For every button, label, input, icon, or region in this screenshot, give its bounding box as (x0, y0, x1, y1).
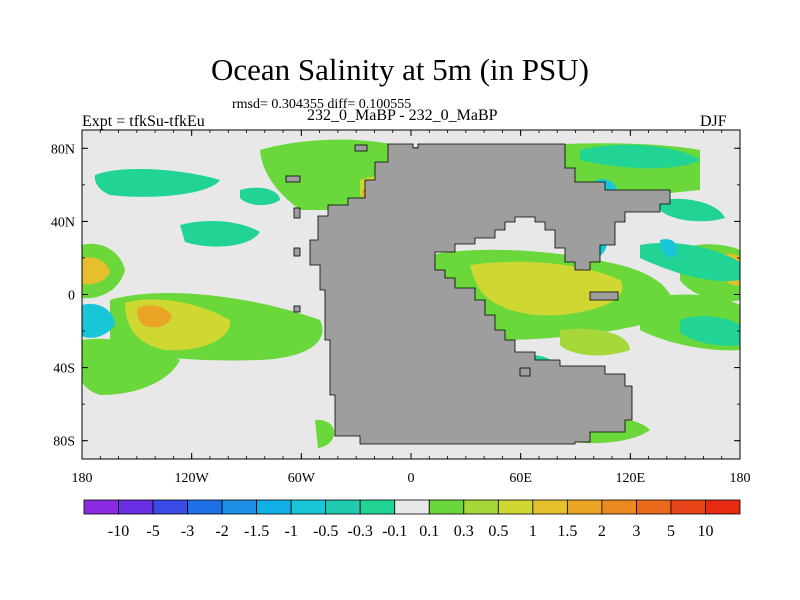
colorbar-label: -10 (108, 523, 129, 540)
chart-title: Ocean Salinity at 5m (in PSU) (211, 52, 589, 87)
colorbar-swatch (636, 499, 672, 515)
colorbar-swatch (670, 499, 706, 515)
colorbar-swatch (221, 499, 258, 515)
lat-tick-label: 0 (68, 289, 75, 304)
island-4 (285, 175, 301, 183)
colorbar-swatch (497, 499, 534, 515)
lon-tick-label: 180 (730, 471, 751, 486)
lon-tick-label: 60W (288, 471, 316, 486)
island-6 (519, 367, 531, 377)
latitude-axis: 80N 40N 0 40S 80S (51, 142, 740, 450)
colorbar-label: 0.3 (454, 523, 474, 540)
colorbar-label: 1.5 (557, 523, 577, 540)
colorbar-label: 5 (667, 523, 675, 540)
island-7 (354, 144, 368, 152)
colorbar-swatch (705, 499, 741, 515)
colorbar-swatch (118, 499, 154, 515)
colorbar-label: -0.5 (313, 523, 338, 540)
island-3 (293, 247, 301, 257)
colorbar-label: -1.5 (244, 523, 269, 540)
colorbar-swatch (359, 499, 396, 515)
island-2 (293, 207, 301, 219)
colorbar-label: 1 (529, 523, 537, 540)
lon-tick-label: 120E (616, 471, 646, 486)
colorbar-label: 2 (598, 523, 606, 540)
lat-tick-label: 80N (51, 142, 75, 157)
colorbar-label: 3 (632, 523, 640, 540)
colorbar-label: -1 (284, 523, 297, 540)
colorbar-swatch (463, 499, 499, 515)
lat-tick-label: 40N (51, 215, 75, 230)
colorbar-label: 0.5 (488, 523, 508, 540)
period-label: 232_0_MaBP - 232_0_MaBP (307, 107, 498, 124)
colorbar-swatch (428, 499, 465, 515)
colorbar: -10 -5 -3 -2 -1.5 -1 -0.5 -0.3 -0.1 0.1 0.3 0.5 1 1.5… (83, 499, 741, 540)
colorbar-swatch (152, 499, 188, 515)
colorbar-label: -3 (181, 523, 194, 540)
colorbar-label: 10 (697, 523, 713, 540)
lon-tick-label: 0 (408, 471, 415, 486)
colorbar-swatch (290, 499, 327, 515)
lon-tick-label: 60E (509, 471, 532, 486)
colorbar-label: 0.1 (419, 523, 439, 540)
colorbar-swatch (325, 499, 361, 515)
colorbar-label: -0.1 (382, 523, 407, 540)
season-label: DJF (700, 113, 727, 130)
lon-tick-label: 120W (175, 471, 210, 486)
colorbar-label: -2 (215, 523, 228, 540)
experiment-label: Expt = tfkSu-tfkEu (82, 113, 205, 130)
stats-label: rmsd= 0.304355 diff= 0.100555 (232, 97, 412, 112)
colorbar-swatch (394, 499, 430, 515)
island-5 (293, 305, 301, 313)
longitude-axis: 180 120W 60W 0 60E 120E 180 (72, 130, 751, 486)
colorbar-swatch (566, 499, 603, 515)
lat-tick-label: 80S (53, 435, 75, 450)
colorbar-swatch (83, 499, 119, 515)
lat-tick-label: 40S (53, 362, 75, 377)
colorbar-swatch (532, 499, 568, 515)
land-mass (309, 143, 671, 445)
colorbar-swatch (187, 499, 223, 515)
colorbar-swatch (256, 499, 292, 515)
lon-tick-label: 180 (72, 471, 93, 486)
colorbar-label: -5 (146, 523, 159, 540)
colorbar-swatch (601, 499, 637, 515)
colorbar-label: -0.3 (348, 523, 373, 540)
island-1 (589, 291, 619, 301)
